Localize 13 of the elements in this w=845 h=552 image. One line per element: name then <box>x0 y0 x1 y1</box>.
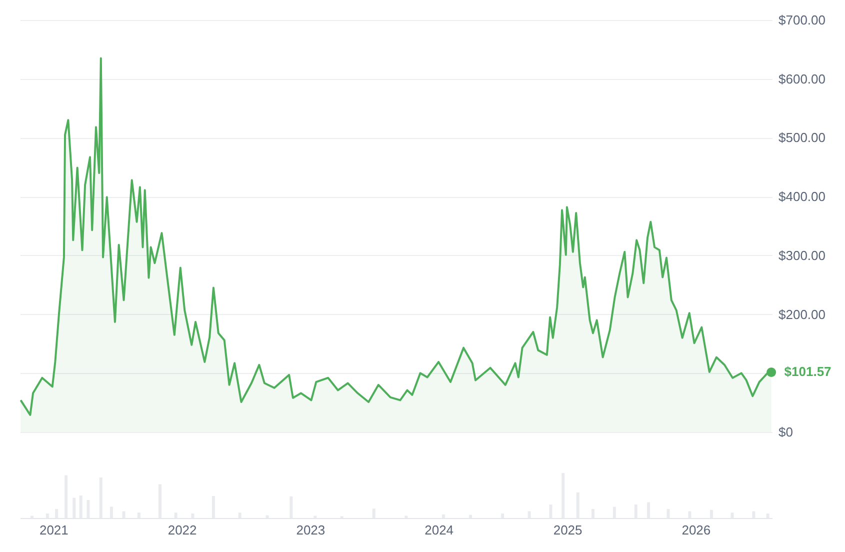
y-tick-label: $500.00 <box>778 130 826 146</box>
y-tick-label: $300.00 <box>778 248 826 263</box>
y-tick-label: $200.00 <box>778 306 826 322</box>
x-tick-label: 2023 <box>296 522 326 538</box>
x-tick-label: 2025 <box>553 522 582 538</box>
x-tick-label: 2026 <box>682 522 711 538</box>
x-tick-label: 2024 <box>424 522 454 538</box>
annotation: $101.57 <box>784 364 832 380</box>
y-tick-label: $700.00 <box>778 12 826 28</box>
y-tick-label: $400.00 <box>778 189 826 204</box>
y-tick-label: $600.00 <box>778 71 826 86</box>
x-tick-label: 2021 <box>39 522 68 538</box>
x-tick-label: 2022 <box>168 522 197 538</box>
